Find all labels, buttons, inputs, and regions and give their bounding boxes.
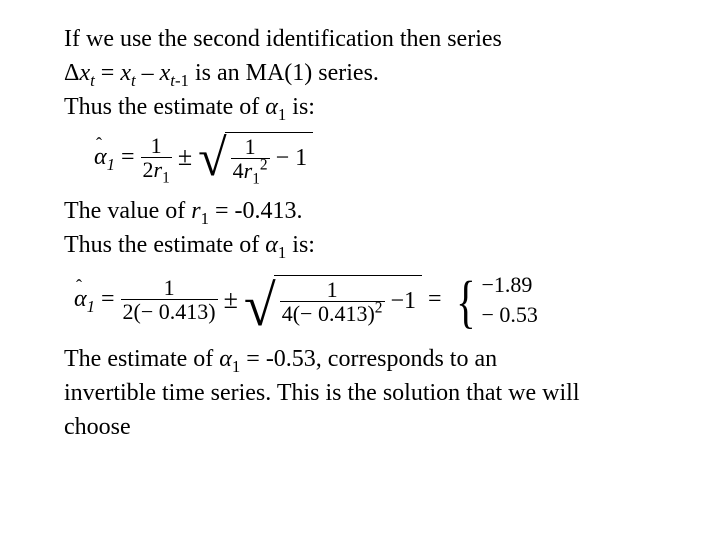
alpha-hat-2: ˆ α1 xyxy=(74,286,95,313)
brace-block: { −1.89 − 0.53 xyxy=(452,270,538,329)
l3-post: is: xyxy=(286,94,315,120)
mid1-rsub: 1 xyxy=(201,209,209,228)
bottom-line-1: The estimate of α1 = -0.53, corresponds … xyxy=(64,344,680,374)
ma1-text: is an MA(1) series. xyxy=(189,60,379,86)
mid1-r: r xyxy=(191,198,200,224)
frac-2: 1 2(− 0.413) xyxy=(121,276,218,323)
mid-line-1: The value of r1 = -0.413. xyxy=(64,196,680,226)
frac2-num: 1 xyxy=(162,276,177,299)
x2: x xyxy=(120,60,131,86)
bottom-line-3: choose xyxy=(64,412,680,442)
alpha1: α xyxy=(265,94,278,120)
sqfrac2-den: 4(− 0.413)2 xyxy=(280,302,385,325)
sqrt-1: √ 1 4r12 − 1 xyxy=(198,132,313,182)
alpha-sub-2: 1 xyxy=(87,297,95,316)
radicand-1: 1 4r12 − 1 xyxy=(225,132,314,182)
mid1-pre: The value of xyxy=(64,198,191,224)
formula-2: ˆ α1 = 1 2(− 0.413) ± √ 1 4(− 0.413)2 −1 xyxy=(74,270,680,329)
left-brace-icon: { xyxy=(456,277,475,326)
l3-pre: Thus the estimate of xyxy=(64,94,265,120)
mid2-post: is: xyxy=(286,232,315,258)
delta: Δ xyxy=(64,60,79,86)
alpha-sub-1: 1 xyxy=(107,154,115,173)
slide: If we use the second identification then… xyxy=(0,0,720,540)
sq-tail-2: −1 xyxy=(391,288,417,315)
res-eq: = xyxy=(428,286,442,313)
sqfrac2-num: 1 xyxy=(325,278,340,301)
frac1-num: 1 xyxy=(149,134,164,157)
b1-post: = -0.53, corresponds to an xyxy=(240,346,497,372)
frac1-den: 2r1 xyxy=(141,158,172,181)
intro-line-3: Thus the estimate of α1 is: xyxy=(64,92,680,122)
eq-sp: = xyxy=(95,60,121,86)
frac2-den: 2(− 0.413) xyxy=(121,300,218,323)
minus: – xyxy=(136,60,160,86)
x1: x xyxy=(79,60,90,86)
alpha-hat-1: ˆ α1 xyxy=(94,144,115,171)
b1-pre: The estimate of xyxy=(64,346,219,372)
sqrt-2: √ 1 4(− 0.413)2 −1 xyxy=(244,275,422,325)
radical-1: √ xyxy=(198,138,227,188)
hat-2: ˆ xyxy=(76,276,82,297)
brace-values: −1.89 − 0.53 xyxy=(481,270,537,329)
bottom-line-2: invertible time series. This is the solu… xyxy=(64,378,680,408)
result-2: − 0.53 xyxy=(481,300,537,330)
b1-alpha: α xyxy=(219,346,232,372)
result-1: −1.89 xyxy=(481,270,537,300)
radicand-2: 1 4(− 0.413)2 −1 xyxy=(274,275,422,325)
eq-2: = xyxy=(101,286,115,313)
mid1-eq: = -0.413. xyxy=(209,198,303,224)
t3: t-1 xyxy=(170,71,189,90)
mid2-pre: Thus the estimate of xyxy=(64,232,265,258)
pm-2: ± xyxy=(224,285,238,315)
intro-line-2: Δxt = xt – xt-1 is an MA(1) series. xyxy=(64,58,680,88)
radical-2: √ xyxy=(244,283,276,333)
mid-line-2: Thus the estimate of α1 is: xyxy=(64,230,680,260)
sqfrac1-num: 1 xyxy=(243,135,258,158)
pm-1: ± xyxy=(178,142,192,172)
eq-1: = xyxy=(121,144,135,171)
sq-tail-1: − 1 xyxy=(276,145,308,172)
sqfrac-2: 1 4(− 0.413)2 xyxy=(280,278,385,325)
sqfrac1-den: 4r12 xyxy=(231,159,270,182)
mid2-alpha: α xyxy=(265,232,278,258)
intro-line-1: If we use the second identification then… xyxy=(64,24,680,54)
formula-1: ˆ α1 = 1 2r1 ± √ 1 4r12 − 1 xyxy=(94,132,680,182)
hat-1: ˆ xyxy=(96,134,102,155)
x3: x xyxy=(160,60,171,86)
sqfrac-1: 1 4r12 xyxy=(231,135,270,182)
frac-1: 1 2r1 xyxy=(141,134,172,181)
